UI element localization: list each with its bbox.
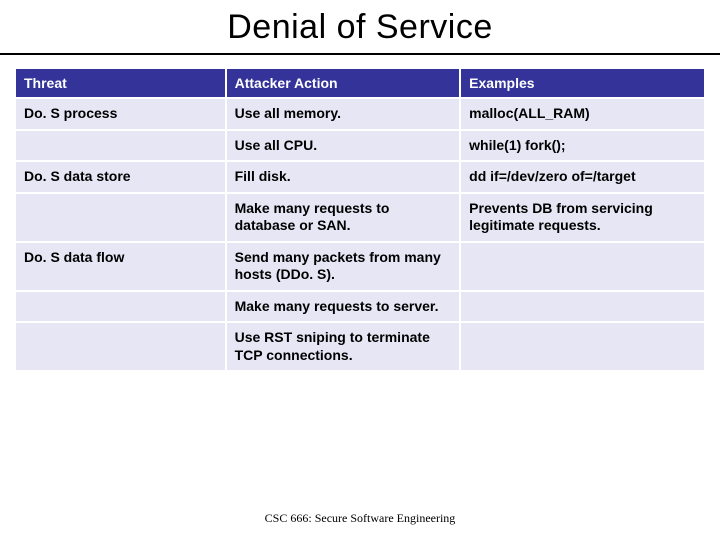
cell-threat [16, 323, 225, 370]
cell-example: dd if=/dev/zero of=/target [461, 162, 704, 192]
table-row: Do. S data flow Send many packets from m… [16, 243, 704, 290]
cell-action: Make many requests to database or SAN. [227, 194, 460, 241]
cell-action: Make many requests to server. [227, 292, 460, 322]
cell-threat [16, 194, 225, 241]
cell-example [461, 292, 704, 322]
threat-table: Threat Attacker Action Examples Do. S pr… [14, 67, 706, 372]
cell-example: malloc(ALL_RAM) [461, 99, 704, 129]
cell-action: Send many packets from many hosts (DDo. … [227, 243, 460, 290]
cell-example [461, 323, 704, 370]
cell-example: while(1) fork(); [461, 131, 704, 161]
table-row: Do. S data store Fill disk. dd if=/dev/z… [16, 162, 704, 192]
cell-action: Use all CPU. [227, 131, 460, 161]
col-header-action: Attacker Action [227, 69, 460, 97]
table-row: Make many requests to server. [16, 292, 704, 322]
cell-threat: Do. S process [16, 99, 225, 129]
table-container: Threat Attacker Action Examples Do. S pr… [0, 55, 720, 372]
cell-action: Fill disk. [227, 162, 460, 192]
cell-threat [16, 131, 225, 161]
slide-footer: CSC 666: Secure Software Engineering [0, 511, 720, 526]
table-row: Do. S process Use all memory. malloc(ALL… [16, 99, 704, 129]
cell-example [461, 243, 704, 290]
cell-threat: Do. S data store [16, 162, 225, 192]
cell-threat [16, 292, 225, 322]
cell-example: Prevents DB from servicing legitimate re… [461, 194, 704, 241]
table-row: Use all CPU. while(1) fork(); [16, 131, 704, 161]
table-row: Make many requests to database or SAN. P… [16, 194, 704, 241]
cell-action: Use all memory. [227, 99, 460, 129]
table-header-row: Threat Attacker Action Examples [16, 69, 704, 97]
col-header-examples: Examples [461, 69, 704, 97]
cell-action: Use RST sniping to terminate TCP connect… [227, 323, 460, 370]
col-header-threat: Threat [16, 69, 225, 97]
table-row: Use RST sniping to terminate TCP connect… [16, 323, 704, 370]
cell-threat: Do. S data flow [16, 243, 225, 290]
title-bar: Denial of Service [0, 0, 720, 55]
page-title: Denial of Service [0, 8, 720, 47]
